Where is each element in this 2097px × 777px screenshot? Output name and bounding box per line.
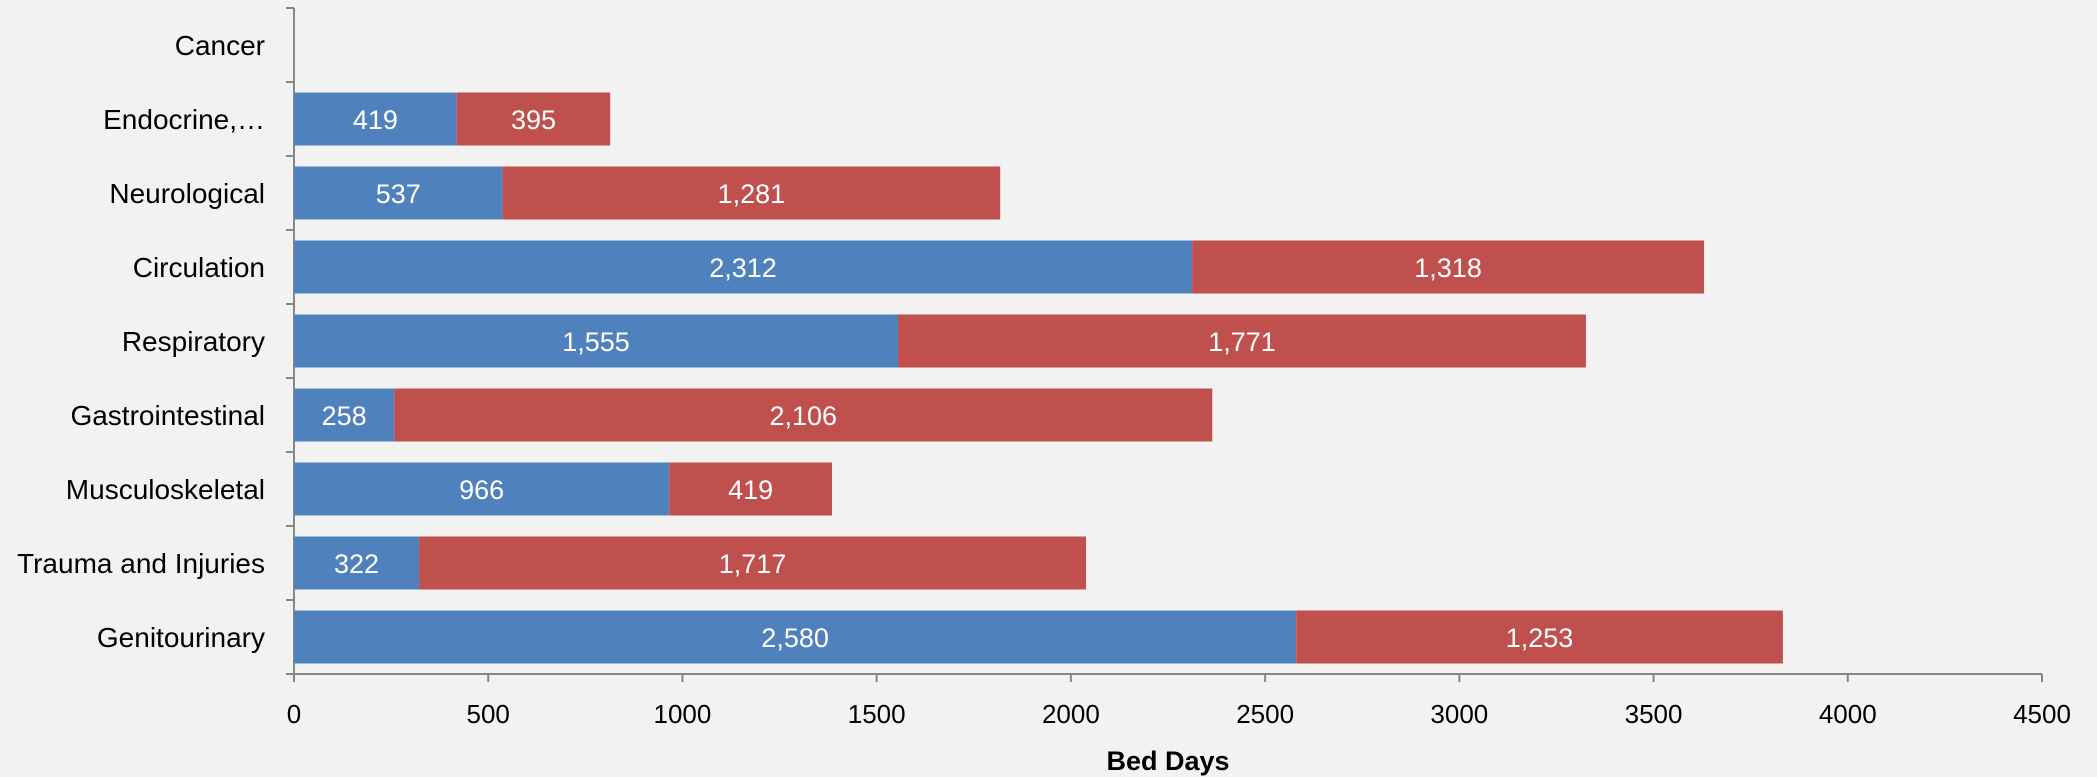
data-label: 2,312: [709, 253, 777, 283]
bar-segment-series-1: [294, 314, 899, 368]
category-label: Musculoskeletal: [66, 474, 265, 505]
data-label: 2,580: [761, 623, 829, 653]
bar-segment-series-2: [456, 92, 611, 146]
bar-segment-series-1: [294, 240, 1193, 294]
bar-segment-series-1: [294, 462, 670, 516]
x-tick-label: 4500: [2013, 699, 2071, 729]
x-tick-label: 4000: [1819, 699, 1877, 729]
bar-segment-series-1: [294, 536, 420, 590]
data-label: 419: [728, 475, 773, 505]
data-label: 419: [353, 105, 398, 135]
data-label: 966: [459, 475, 504, 505]
data-label: 1,717: [719, 549, 787, 579]
bar-segment-series-1: [294, 166, 503, 220]
category-label: Endocrine,…: [103, 104, 265, 135]
bar-segment-series-1: [294, 388, 395, 442]
category-label: Cancer: [175, 30, 265, 61]
data-label: 1,281: [718, 179, 786, 209]
bar-segment-series-2: [1296, 610, 1783, 664]
category-label: Trauma and Injuries: [17, 548, 265, 579]
bar-segment-series-2: [669, 462, 832, 516]
data-label: 1,253: [1506, 623, 1574, 653]
data-label: 1,318: [1414, 253, 1482, 283]
x-tick-label: 1500: [848, 699, 906, 729]
x-tick-label: 2500: [1236, 699, 1294, 729]
category-label: Genitourinary: [97, 622, 265, 653]
bar-segment-series-2: [394, 388, 1213, 442]
x-tick-label: 2000: [1042, 699, 1100, 729]
category-label: Circulation: [133, 252, 265, 283]
bar-segment-series-1: [294, 92, 457, 146]
category-label: Respiratory: [122, 326, 265, 357]
category-label: Gastrointestinal: [70, 400, 265, 431]
x-tick-label: 1000: [654, 699, 712, 729]
data-label: 2,106: [769, 401, 837, 431]
category-label: Neurological: [109, 178, 265, 209]
x-tick-label: 0: [287, 699, 301, 729]
data-label: 537: [376, 179, 421, 209]
data-label: 322: [334, 549, 379, 579]
data-label: 395: [511, 105, 556, 135]
bar-segment-series-2: [1192, 240, 1705, 294]
bar-segment-series-2: [898, 314, 1586, 368]
x-tick-label: 3500: [1625, 699, 1683, 729]
data-label: 1,555: [562, 327, 630, 357]
bar-segment-series-1: [294, 610, 1297, 664]
bar-segment-series-2: [502, 166, 1001, 220]
x-axis-title: Bed Days: [1106, 746, 1229, 776]
bar-segment-series-2: [419, 536, 1087, 590]
data-label: 258: [322, 401, 367, 431]
x-tick-label: 500: [467, 699, 510, 729]
data-label: 1,771: [1208, 327, 1276, 357]
x-tick-label: 3000: [1430, 699, 1488, 729]
